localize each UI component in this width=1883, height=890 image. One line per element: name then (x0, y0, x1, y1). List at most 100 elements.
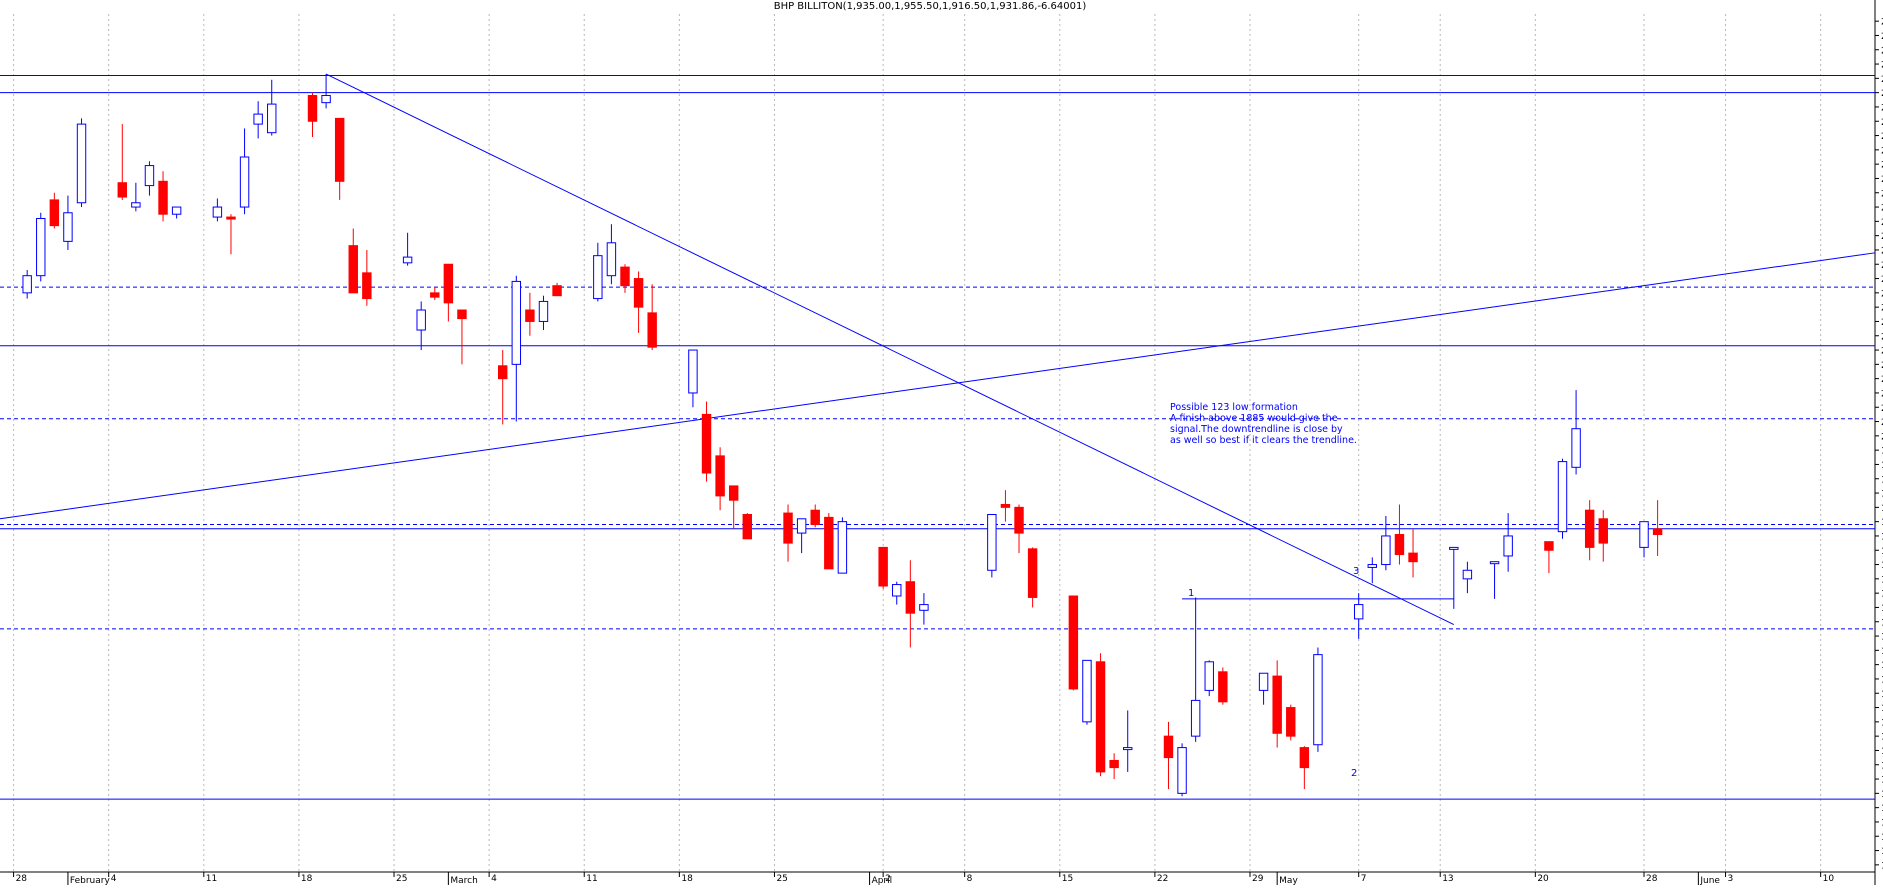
chart-title: BHP BILLITON(1,935.00,1,955.50,1,916.50,… (774, 1, 1087, 12)
y-tick-label: 2070 (1881, 332, 1883, 342)
y-tick-label: 1790 (1881, 733, 1883, 743)
candle-body (742, 514, 752, 540)
y-tick-label: 1860 (1881, 633, 1883, 643)
candle-body (402, 256, 413, 264)
x-tick-label: 29 (1252, 874, 1264, 884)
candle-body (715, 455, 725, 497)
candle-body (783, 512, 793, 544)
y-tick-label: 1780 (1881, 747, 1883, 757)
candle-body (1584, 509, 1595, 548)
candle-body (1014, 506, 1024, 534)
candle-body (1381, 535, 1391, 566)
y-tick-label: 2040 (1881, 375, 1883, 385)
candle-body (1557, 461, 1568, 533)
candle-body (307, 95, 318, 122)
trendline (0, 252, 1876, 520)
annotation-note-line-3: signal.The downtrendline is close by (1170, 424, 1343, 435)
y-tick-label: 2020 (1881, 404, 1883, 414)
x-tick-label: 15 (1062, 874, 1073, 884)
candle-body (1652, 528, 1663, 536)
candle-body (430, 292, 440, 298)
y-tick-label: 1810 (1881, 704, 1883, 714)
y-tick-label: 2250 (1881, 75, 1883, 85)
candle-body (1218, 671, 1228, 703)
y-tick-label: 1820 (1881, 690, 1883, 700)
candle-body (1353, 604, 1364, 620)
candle-body (1544, 541, 1554, 551)
candle-body (919, 604, 929, 611)
candle-body (511, 280, 522, 365)
y-tick-label: 1870 (1881, 618, 1883, 628)
candle-body (1299, 747, 1310, 769)
y-tick-label: 1980 (1881, 461, 1883, 471)
y-tick-label: 2120 (1881, 261, 1883, 271)
candle-body (226, 216, 236, 220)
candle-body (606, 242, 617, 277)
x-tick-label: 3 (1728, 874, 1734, 884)
candle-body (824, 516, 834, 570)
candle-body (131, 202, 141, 208)
candle-body (1027, 548, 1038, 598)
y-tick-label: 1840 (1881, 661, 1883, 671)
y-tick-label: 2230 (1881, 103, 1883, 113)
candle-body (525, 309, 535, 322)
y-tick-label: 2200 (1881, 146, 1883, 156)
candle-body (321, 95, 331, 104)
y-tick-label: 2030 (1881, 389, 1883, 399)
candle-body (76, 123, 87, 204)
x-tick-label: 10 (1823, 874, 1835, 884)
y-tick-label: 2010 (1881, 418, 1883, 428)
candle-body (878, 546, 888, 587)
y-tick-label: 2290 (1881, 18, 1883, 28)
candle-body (1258, 672, 1269, 691)
x-month-label: April (872, 876, 893, 885)
candle-body (810, 509, 820, 526)
x-month-label: June (1699, 876, 1720, 885)
y-tick-label: 1700 (1881, 861, 1883, 871)
y-tick-label: 1770 (1881, 761, 1883, 771)
candle-body (593, 255, 603, 300)
x-tick-label: 4 (491, 874, 497, 884)
candle-body (796, 518, 807, 534)
x-tick-label: 18 (681, 874, 693, 884)
candle-body (63, 212, 73, 242)
candle-body (633, 278, 644, 308)
y-tick-label: 1990 (1881, 447, 1883, 457)
candle-body (1000, 503, 1011, 508)
candle-body (362, 272, 372, 300)
candle-body (1449, 546, 1459, 550)
y-tick-label: 1850 (1881, 647, 1883, 657)
candle-body (348, 245, 358, 294)
y-tick-label: 2140 (1881, 232, 1883, 242)
y-tick-label: 1970 (1881, 475, 1883, 485)
x-tick-label: 4 (111, 874, 117, 884)
x-tick-label: 2 (885, 874, 891, 884)
candle-body (1272, 675, 1282, 734)
candle-body (1489, 561, 1500, 565)
candle-body (1082, 659, 1092, 723)
candle-body (267, 103, 277, 134)
x-month-label: May (1279, 876, 1298, 885)
candle-body (538, 300, 549, 322)
y-tick-label: 1890 (1881, 590, 1883, 600)
candle-body (892, 584, 902, 597)
annotation-note-line-1: Possible 123 low formation (1170, 402, 1298, 413)
y-tick-label: 1950 (1881, 504, 1883, 514)
y-tick-label: 1760 (1881, 776, 1883, 786)
candle-body (1286, 707, 1296, 737)
candles (22, 74, 1663, 797)
candle-body (1571, 428, 1581, 468)
y-tick-label: 2280 (1881, 32, 1883, 42)
candle-body (443, 263, 454, 304)
candle-body (457, 309, 467, 320)
trendlines (0, 73, 1876, 626)
x-tick-label: 11 (586, 874, 597, 884)
x-tick-label: 25 (396, 874, 407, 884)
candle-body (837, 521, 848, 574)
x-tick-label: 25 (776, 874, 787, 884)
gridlines (13, 14, 1822, 872)
candle-body (1462, 569, 1473, 580)
y-tick-label: 1930 (1881, 532, 1883, 542)
y-tick-label: 2210 (1881, 132, 1883, 142)
